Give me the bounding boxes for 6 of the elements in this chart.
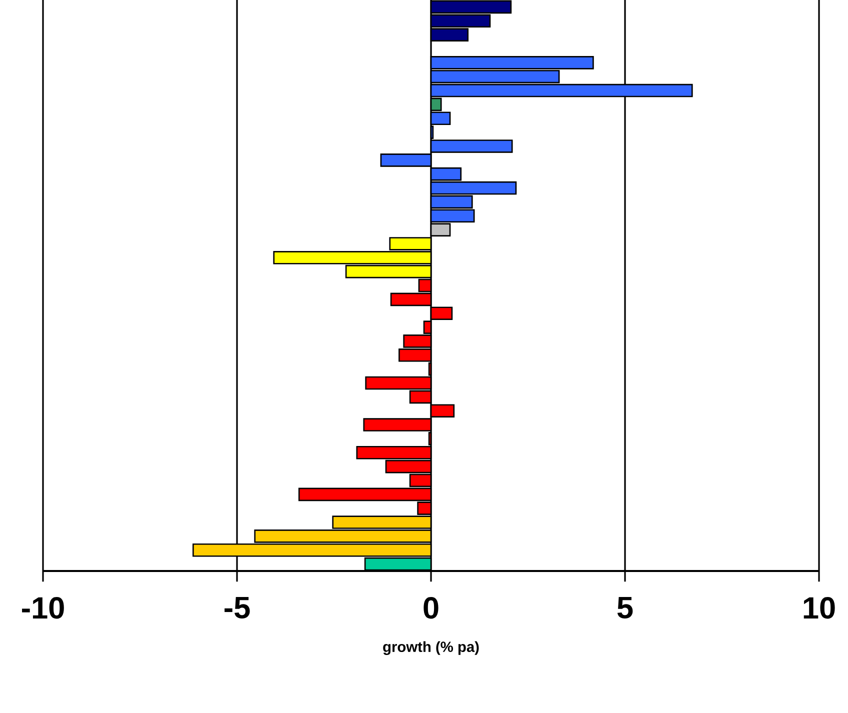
x-axis-title: growth (% pa) [383,641,479,655]
x-tick-label: -10 [22,597,64,619]
x-tick-label: 10 [804,597,835,619]
x-tick-label: 5 [617,597,633,618]
x-tick-label: -5 [224,597,250,618]
x-tick-label: 0 [424,597,438,619]
